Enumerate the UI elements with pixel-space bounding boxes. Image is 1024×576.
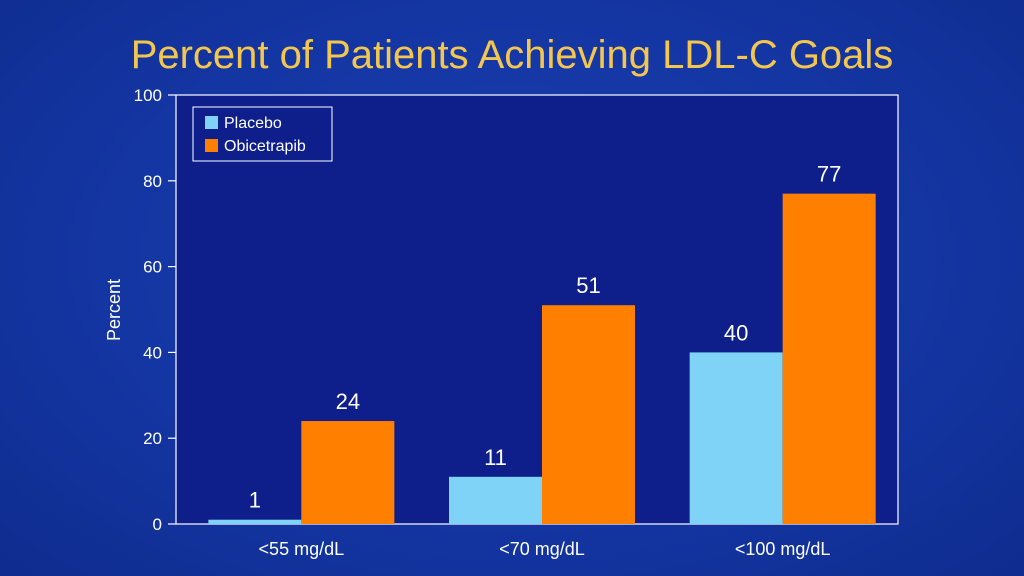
x-category-label: <100 mg/dL (735, 539, 831, 559)
legend-label-placebo: Placebo (224, 115, 282, 132)
bar-obicetrapib-1 (301, 421, 395, 524)
legend: Placebo Obicetrapib (192, 106, 333, 162)
bar-placebo-1 (208, 519, 302, 524)
bar-placebo-2 (449, 476, 542, 524)
y-tick-label: 80 (143, 172, 162, 191)
y-tick-label: 40 (143, 343, 162, 362)
legend-swatch-obicetrapib (205, 139, 218, 152)
data-label: 11 (484, 445, 507, 470)
legend-swatch-placebo (205, 116, 218, 129)
y-tick-label: 100 (134, 86, 162, 105)
bar-obicetrapib-3 (782, 193, 876, 525)
y-axis-title: Percent (104, 279, 124, 341)
data-label: 77 (817, 162, 841, 187)
y-tick-label: 60 (143, 258, 162, 277)
legend-label-obicetrapib: Obicetrapib (224, 138, 306, 155)
bar-placebo-3 (689, 352, 783, 524)
x-category-label: <70 mg/dL (499, 539, 585, 559)
x-category-label: <55 mg/dL (259, 539, 345, 559)
data-label: 1 (249, 488, 261, 513)
data-label: 40 (724, 320, 748, 345)
y-tick-label: 20 (143, 429, 162, 448)
data-label: 24 (336, 389, 360, 414)
chart-title: Percent of Patients Achieving LDL-C Goal… (130, 33, 894, 77)
y-tick-label: 0 (153, 515, 162, 534)
data-label: 51 (576, 273, 600, 298)
bar-obicetrapib-2 (542, 305, 635, 524)
